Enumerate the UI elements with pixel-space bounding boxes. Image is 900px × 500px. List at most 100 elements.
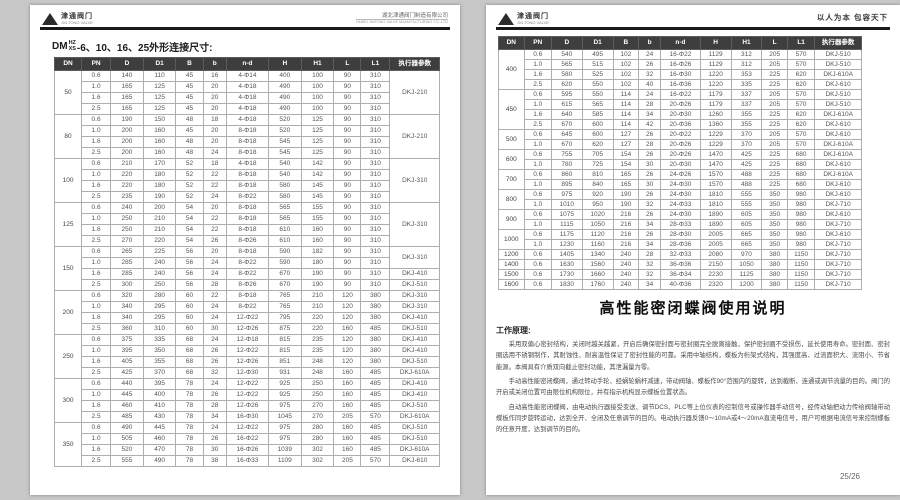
table-cell: 90 bbox=[333, 224, 362, 236]
table-cell: 485 bbox=[360, 433, 391, 445]
table-cell: 580 bbox=[267, 191, 302, 203]
table-cell: 2320 bbox=[699, 279, 732, 290]
table-cell: 580 bbox=[267, 180, 302, 192]
table-cell: 410 bbox=[142, 400, 177, 412]
table-cell: 0.6 bbox=[523, 49, 552, 60]
table-cell: 125 bbox=[142, 81, 177, 93]
table-cell: 26 bbox=[202, 433, 227, 445]
table-cell: 350 bbox=[142, 345, 177, 357]
table-cell: 20 bbox=[202, 202, 227, 214]
table-cell: 1.0 bbox=[523, 179, 552, 190]
table-cell: 350 bbox=[761, 239, 788, 250]
table-cell: 570 bbox=[360, 411, 391, 423]
table-cell: 240 bbox=[142, 257, 177, 269]
dn-cell: 500 bbox=[498, 129, 525, 150]
column-header: DN bbox=[53, 57, 83, 71]
table-cell: 225 bbox=[761, 119, 788, 130]
table-cell: 310 bbox=[360, 191, 391, 203]
section-paragraph: 自动高性能密闭蝶阀，由电动执行器接受变送、调节DCS、PLC等上位仪表的控制信号… bbox=[496, 403, 890, 434]
table-cell: 32 bbox=[638, 259, 662, 270]
table-cell: 24 bbox=[202, 268, 227, 280]
table-cell: 225 bbox=[761, 149, 788, 160]
table-cell: 1.6 bbox=[81, 136, 112, 148]
table-cell: 160 bbox=[333, 444, 362, 456]
table-cell: 52 bbox=[175, 158, 204, 170]
table-cell: 350 bbox=[761, 229, 788, 240]
table-cell: 24 bbox=[202, 147, 227, 159]
table-cell: 580 bbox=[550, 69, 583, 80]
table-cell: 430 bbox=[142, 411, 177, 423]
table-cell: 425 bbox=[730, 149, 763, 160]
table-cell: 620 bbox=[786, 109, 816, 120]
table-cell: 310 bbox=[360, 224, 391, 236]
table-cell: 950 bbox=[581, 199, 614, 210]
table-cell: 120 bbox=[333, 290, 362, 302]
table-cell: 1340 bbox=[581, 249, 614, 260]
table-cell: 1660 bbox=[581, 269, 614, 280]
table-cell: 22 bbox=[202, 213, 227, 225]
executor-cell: DKJ-410 bbox=[389, 345, 440, 357]
table-cell: 680 bbox=[786, 149, 816, 160]
table-cell: 125 bbox=[142, 92, 177, 104]
column-header: L bbox=[333, 57, 362, 71]
logo-triangle-icon bbox=[42, 13, 58, 25]
table-cell: 1.6 bbox=[81, 268, 112, 280]
page-title: DM HZ XS -6、10、16、25外形连接尺寸: bbox=[52, 39, 460, 54]
table-cell: 370 bbox=[142, 367, 177, 379]
table-cell: 190 bbox=[300, 279, 335, 291]
table-cell: 20 bbox=[202, 103, 227, 115]
table-cell: 225 bbox=[142, 246, 177, 258]
table-cell: 142 bbox=[300, 169, 335, 181]
table-cell: 100 bbox=[300, 92, 335, 104]
table-cell: 300 bbox=[110, 279, 144, 291]
table-cell: 28-Φ33 bbox=[660, 219, 701, 230]
table-cell: 570 bbox=[786, 49, 816, 60]
table-cell: 205 bbox=[761, 89, 788, 100]
table-cell: 8-Φ22 bbox=[225, 301, 269, 313]
executor-cell: DKJ-510 bbox=[389, 279, 440, 291]
table-cell: 1109 bbox=[267, 455, 302, 467]
table-cell: 28-Φ36 bbox=[660, 239, 701, 250]
table-cell: 565 bbox=[267, 202, 302, 214]
executor-cell: DKJ-510 bbox=[814, 59, 862, 70]
table-cell: 90 bbox=[333, 136, 362, 148]
table-cell: 60 bbox=[175, 290, 204, 302]
table-cell: 302 bbox=[300, 444, 335, 456]
table-cell: 1810 bbox=[699, 189, 732, 200]
table-cell: 485 bbox=[360, 444, 391, 456]
table-cell: 160 bbox=[333, 422, 362, 434]
dn-cell: 600 bbox=[498, 149, 525, 170]
table-cell: 36-Φ34 bbox=[660, 269, 701, 280]
table-cell: 525 bbox=[581, 69, 614, 80]
table-cell: 815 bbox=[267, 345, 302, 357]
table-cell: 8-Φ18 bbox=[225, 136, 269, 148]
table-cell: 120 bbox=[333, 334, 362, 346]
table-cell: 16-Φ30 bbox=[660, 69, 701, 80]
table-cell: 26 bbox=[638, 169, 662, 180]
table-cell: 1260 bbox=[699, 109, 732, 120]
table-cell: 154 bbox=[612, 159, 640, 170]
table-cell: 12-Φ26 bbox=[225, 356, 269, 368]
dn-cell: 400 bbox=[498, 49, 525, 90]
table-cell: 220 bbox=[110, 180, 144, 192]
table-cell: 8-Φ26 bbox=[225, 279, 269, 291]
table-cell: 190 bbox=[110, 114, 144, 126]
table-cell: 285 bbox=[110, 268, 144, 280]
table-row: 125 0.6 240 200 54 20 8-Φ18 565 155 90 310 DKJ-310 bbox=[53, 202, 440, 247]
table-cell: 310 bbox=[142, 323, 177, 335]
table-cell: 490 bbox=[267, 81, 302, 93]
table-cell: 240 bbox=[612, 249, 640, 260]
table-cell: 0.6 bbox=[523, 249, 552, 260]
table-cell: 270 bbox=[300, 411, 335, 423]
table-cell: 1.6 bbox=[523, 109, 552, 120]
table-cell: 2080 bbox=[699, 249, 732, 260]
table-cell: 48 bbox=[175, 136, 204, 148]
table-row: 1.6 250 210 54 22 8-Φ18 610 160 90 310 bbox=[55, 224, 440, 236]
table-cell: 165 bbox=[110, 103, 144, 115]
table-cell: 590 bbox=[267, 246, 302, 258]
table-cell: 490 bbox=[267, 103, 302, 115]
table-cell: 0.6 bbox=[81, 246, 112, 258]
table-cell: 110 bbox=[142, 70, 177, 82]
table-cell: 100 bbox=[300, 103, 335, 115]
